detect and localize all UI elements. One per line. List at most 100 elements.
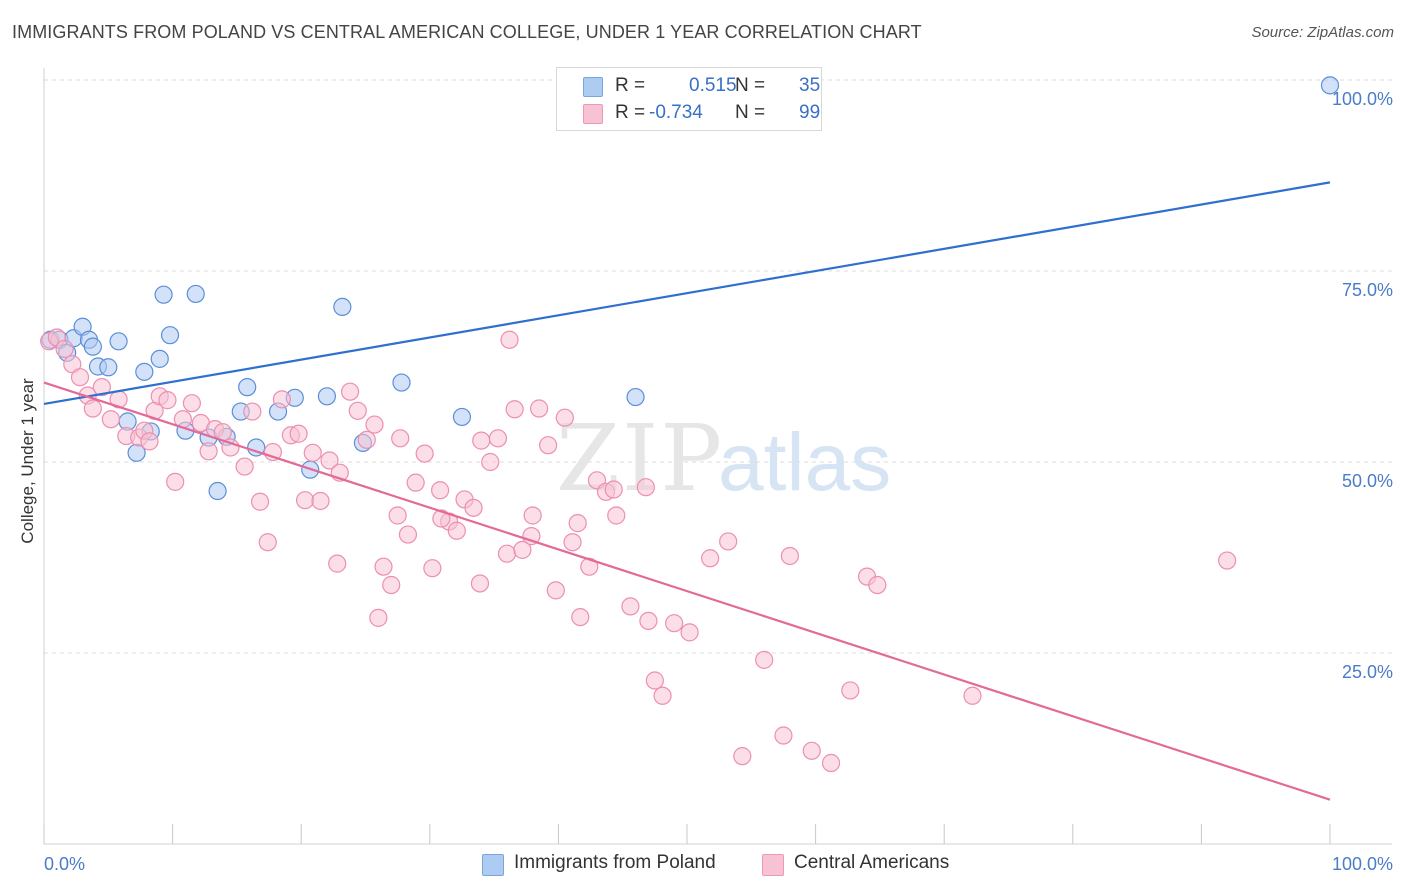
- watermark-atlas: atlas: [718, 417, 891, 508]
- point-central: [472, 431, 491, 450]
- point-central: [311, 491, 330, 511]
- x-tick-label: 0.0%: [44, 854, 85, 874]
- point-central: [272, 390, 292, 409]
- y-tick-label: 25.0%: [1342, 662, 1393, 682]
- legend-n-label: N =: [735, 102, 766, 123]
- point-central: [340, 382, 360, 401]
- point-central: [639, 611, 658, 631]
- legend-swatch-poland: [583, 77, 603, 97]
- x-tick-label: 100.0%: [1332, 854, 1393, 874]
- point-central: [464, 498, 483, 517]
- point-poland: [392, 373, 411, 392]
- point-central: [199, 442, 218, 461]
- point-central: [92, 378, 111, 397]
- point-central: [423, 559, 442, 578]
- data-points: [40, 76, 1340, 773]
- point-central: [963, 686, 982, 705]
- point-poland: [208, 481, 227, 501]
- point-central: [563, 533, 582, 552]
- point-poland: [154, 285, 173, 304]
- point-poland: [1320, 76, 1340, 95]
- point-central: [719, 532, 738, 551]
- point-central: [488, 429, 508, 448]
- point-poland: [109, 332, 128, 351]
- axes: [43, 68, 1392, 845]
- point-poland: [452, 407, 472, 427]
- point-central: [774, 726, 793, 745]
- point-central: [432, 509, 451, 528]
- legend-n-label: N =: [735, 75, 766, 96]
- point-central: [802, 741, 821, 760]
- point-poland: [333, 297, 352, 317]
- point-central: [182, 394, 201, 413]
- point-poland: [317, 387, 337, 406]
- point-central: [636, 478, 655, 497]
- point-central: [868, 575, 887, 595]
- point-central: [391, 429, 410, 448]
- point-central: [70, 368, 90, 387]
- point-central: [258, 533, 277, 552]
- watermark-zip: ZIP: [556, 405, 724, 512]
- legend-r-value: 0.515: [689, 75, 737, 96]
- point-central: [755, 650, 774, 669]
- stats-legend: R = 0.515 N = 35 R = -0.734 N = 99: [556, 67, 822, 131]
- point-poland: [238, 378, 257, 397]
- point-central: [680, 623, 699, 642]
- point-central: [365, 415, 384, 434]
- point-central: [571, 607, 590, 627]
- legend-r-value: -0.734: [649, 102, 703, 123]
- point-central: [221, 438, 240, 457]
- point-central: [243, 402, 262, 421]
- point-central: [470, 574, 490, 593]
- point-poland: [160, 326, 180, 345]
- point-central: [382, 575, 401, 595]
- point-central: [607, 506, 626, 525]
- legend-swatch-central: [583, 104, 603, 124]
- point-central: [821, 753, 841, 773]
- point-central: [665, 614, 684, 633]
- point-central: [539, 436, 558, 455]
- point-central: [555, 408, 574, 427]
- point-poland: [150, 349, 169, 368]
- point-central: [348, 401, 367, 420]
- point-central: [530, 399, 549, 418]
- point-central: [523, 506, 542, 525]
- point-central: [500, 330, 519, 349]
- point-central: [374, 557, 393, 576]
- point-central: [505, 400, 524, 419]
- trend-line-poland: [43, 181, 1331, 406]
- point-central: [481, 452, 500, 472]
- point-central: [621, 597, 640, 616]
- point-central: [645, 671, 664, 690]
- bottom-legend-label: Immigrants from Poland: [514, 852, 716, 873]
- point-central: [497, 544, 517, 563]
- point-central: [568, 514, 587, 533]
- watermark: ZIP atlas: [556, 405, 891, 512]
- point-poland: [83, 337, 102, 356]
- legend-r-label: R =: [615, 75, 646, 96]
- point-central: [101, 410, 120, 429]
- point-central: [250, 492, 270, 511]
- grid-lines: [44, 79, 1392, 654]
- point-central: [83, 399, 102, 418]
- point-central: [235, 457, 254, 476]
- y-tick-label: 100.0%: [1332, 89, 1393, 109]
- bottom-legend-swatch-central: [762, 854, 784, 876]
- legend-n-value: 99: [799, 102, 821, 123]
- point-central: [415, 444, 434, 463]
- point-central: [841, 681, 860, 700]
- point-central: [158, 391, 177, 410]
- point-central: [289, 424, 308, 443]
- bottom-legend-swatch-poland: [482, 854, 504, 876]
- point-poland: [186, 284, 205, 304]
- point-poland: [135, 362, 154, 381]
- source-label: Source: ZipAtlas.com: [1251, 24, 1394, 41]
- trend-lines: [43, 181, 1331, 801]
- legend-n-value: 35: [799, 75, 821, 96]
- point-central: [388, 506, 407, 525]
- y-tick-label: 50.0%: [1342, 471, 1393, 491]
- point-central: [303, 443, 322, 462]
- point-central: [653, 686, 672, 705]
- y-axis-label: College, Under 1 year: [18, 378, 37, 544]
